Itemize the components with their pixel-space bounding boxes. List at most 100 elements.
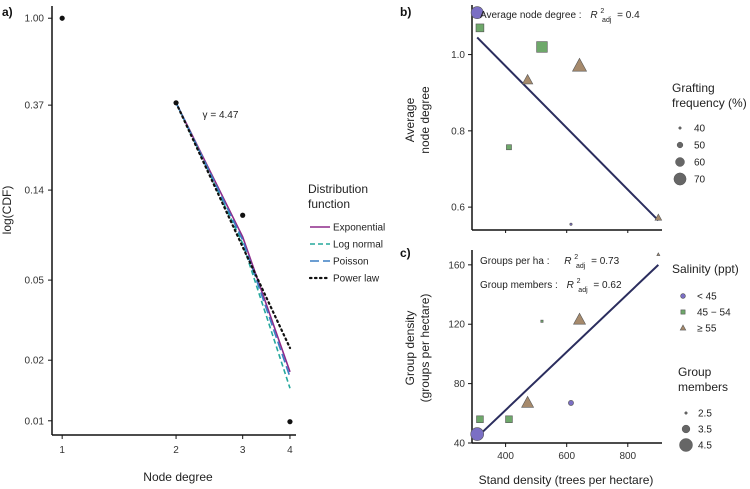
panel-a-legend-title-2: function <box>308 197 350 211</box>
panel-b-x-ticks <box>505 230 629 233</box>
c-point-square <box>505 415 513 423</box>
b-legend-size-label: 60 <box>694 158 706 169</box>
a-series-exponential <box>175 102 291 373</box>
panel-b-points <box>470 6 663 226</box>
panel-c-annotation-1-r-sub: adj <box>576 263 586 270</box>
c-x-tick-label: 600 <box>558 451 575 462</box>
c-point-square <box>540 319 544 323</box>
a-data-point <box>287 419 293 425</box>
panel-b-r-sub: adj <box>602 17 612 24</box>
panel-c-annotation-2-label: Group members : <box>480 280 558 291</box>
panel-a-gamma-annotation: γ = 4.47 <box>203 110 239 121</box>
c-y-tick-label: 120 <box>448 320 465 331</box>
panel-a-y-axis-label: log(CDF) <box>0 186 14 235</box>
a-series-poisson <box>175 102 291 378</box>
a-data-point <box>173 100 179 106</box>
salinity-legend-label: < 45 <box>697 292 717 303</box>
b-y-tick-label: 1.0 <box>451 50 465 61</box>
panel-c-annotation-2-r-sub: adj <box>578 287 588 294</box>
panel-b-r-symbol: R <box>590 10 597 21</box>
panel-b-label: b) <box>400 5 411 19</box>
members-legend-label: 4.5 <box>698 441 712 452</box>
panel-c-legend: Salinity (ppt) < 45 45 − 54 ≥ 55 Group mem… <box>672 262 739 452</box>
panel-c-y-axis-label-2: (groups per hectare) <box>418 294 432 403</box>
panel-b-y-axis-label-1: Average <box>403 97 417 142</box>
b-point-square <box>536 41 548 53</box>
salinity-legend-key-triangle <box>679 324 687 331</box>
panel-c-label: c) <box>400 246 411 260</box>
panel-b-r-sup: 2 <box>600 8 604 15</box>
c-point-square <box>476 415 484 423</box>
panel-a: a) log(CDF) Node degree 1.00 0.37 0.14 0.05… <box>0 5 296 484</box>
panel-a-series-lines <box>175 101 292 389</box>
panel-b: b) Average node degree 0.6 0.8 1.0 Average… <box>400 5 663 233</box>
panel-b-legend: Grafting frequency (%) 40 50 60 70 <box>672 81 747 186</box>
b-legend-size-key <box>676 141 684 149</box>
c-x-tick-label: 800 <box>619 451 636 462</box>
panel-b-r-value: = 0.4 <box>617 10 640 21</box>
panel-a-x-axis-label: Node degree <box>143 470 213 484</box>
panel-c-annotation-1-r-symbol: R <box>564 256 571 267</box>
a-legend-label: Power law <box>333 274 380 285</box>
a-y-tick-label: 1.00 <box>25 14 45 25</box>
c-y-tick-label: 40 <box>454 439 466 450</box>
b-legend-size-label: 40 <box>694 124 706 135</box>
svg-text:Group members : R: Group members : R 2 adj = 0.62 <box>480 275 622 295</box>
a-data-point <box>240 212 246 218</box>
b-y-tick-label: 0.8 <box>451 126 465 137</box>
panel-b-y-ticks: 0.6 0.8 1.0 <box>451 50 472 214</box>
c-y-tick-label: 80 <box>454 379 466 390</box>
a-legend-label: Log normal <box>333 240 383 251</box>
a-legend-label: Poisson <box>333 257 369 268</box>
b-point-triangle <box>521 73 534 85</box>
members-legend-label: 2.5 <box>698 409 712 420</box>
panel-b-legend-title-2: frequency (%) <box>672 96 747 110</box>
c-point-triangle <box>521 395 535 408</box>
b-legend-size-label: 50 <box>694 141 706 152</box>
panel-c-fit-line <box>476 264 660 438</box>
members-legend-title-1: Group <box>678 365 712 379</box>
members-legend-key <box>684 411 688 415</box>
members-legend-items: 2.5 3.5 4.5 <box>679 409 712 452</box>
a-x-tick-label: 1 <box>59 445 65 456</box>
b-point-square <box>475 23 485 33</box>
b-point-square <box>506 144 512 151</box>
members-legend-title-2: members <box>678 380 728 394</box>
b-point-circle <box>470 6 484 20</box>
panel-c-x-ticks: 400 600 800 <box>497 443 637 462</box>
salinity-legend-items: < 45 45 − 54 ≥ 55 <box>679 292 731 335</box>
salinity-legend-title: Salinity (ppt) <box>672 262 739 276</box>
panel-b-annotation-label: Average node degree : <box>480 10 582 21</box>
members-legend-label: 3.5 <box>698 425 712 436</box>
panel-c-annotation-2-r-symbol: R <box>567 280 574 291</box>
salinity-legend-label: 45 − 54 <box>697 308 731 319</box>
b-legend-size-label: 70 <box>694 175 706 186</box>
salinity-legend-label: ≥ 55 <box>697 324 717 335</box>
a-y-tick-label: 0.05 <box>25 276 45 287</box>
members-legend-key <box>681 424 691 434</box>
panel-c-points <box>470 252 661 441</box>
panel-c-x-axis-label: Stand density (trees per hectare) <box>479 473 654 487</box>
salinity-legend-key-square <box>680 309 686 315</box>
a-y-tick-label: 0.01 <box>25 416 45 427</box>
a-x-tick-label: 3 <box>240 445 246 456</box>
panel-c-annotation-2-value: = 0.62 <box>593 280 622 291</box>
panel-b-fit-line <box>476 36 660 222</box>
panel-c-annotation-1-value: = 0.73 <box>591 256 620 267</box>
c-regression-line <box>476 264 660 438</box>
svg-text:Average node degree : R: Average node degree : R 2 adj = 0.4 <box>480 5 640 25</box>
b-point-triangle <box>654 213 663 221</box>
c-point-circle <box>470 427 484 441</box>
panel-c-y-ticks: 40 80 120 160 <box>448 260 472 450</box>
panel-b-y-axis-label-2: node degree <box>418 86 432 154</box>
panel-a-x-ticks: 1 2 3 4 <box>59 435 293 456</box>
svg-text:Groups per ha : R: Groups per ha : R 2 adj = 0.73 <box>480 251 620 271</box>
c-point-triangle <box>573 312 587 325</box>
c-point-triangle <box>656 252 661 256</box>
panel-a-label: a) <box>2 5 13 19</box>
b-y-tick-label: 0.6 <box>451 203 465 214</box>
panel-a-y-ticks: 1.00 0.37 0.14 0.05 0.02 0.01 <box>25 14 52 427</box>
b-legend-size-key <box>673 172 687 186</box>
panel-c-y-axis-label-1: Group density <box>403 311 417 386</box>
